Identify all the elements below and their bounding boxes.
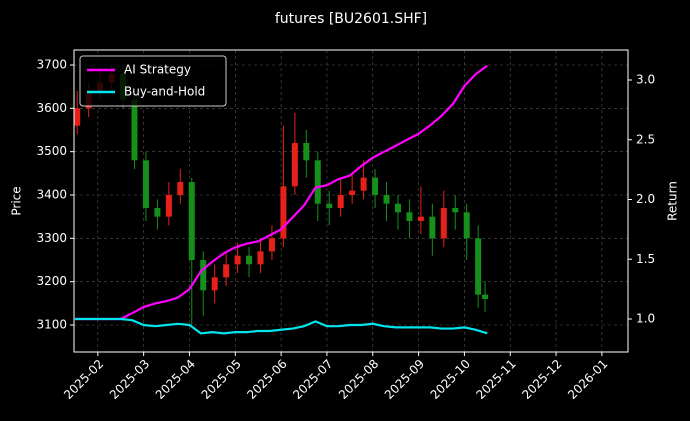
candle-body — [200, 260, 207, 291]
candle-body — [463, 212, 470, 239]
candle-body — [131, 99, 138, 161]
legend-box — [79, 55, 227, 107]
chart-title: futures [BU2601.SHF] — [275, 11, 427, 27]
legend: AI Strategy Buy-and-Hold — [79, 55, 227, 107]
candle-body — [268, 238, 275, 252]
y2-tick-label: 1.0 — [636, 312, 655, 326]
candle-body — [372, 177, 379, 195]
candle-body — [291, 142, 298, 187]
candle-body — [394, 203, 401, 213]
y-tick-label: 3400 — [36, 187, 67, 201]
plot-frame — [73, 49, 629, 353]
y2-tick-label: 2.0 — [636, 192, 655, 206]
candle-body — [349, 190, 356, 195]
line-series — [74, 317, 488, 335]
candle-body — [188, 181, 195, 261]
legend-label: AI Strategy — [124, 63, 191, 77]
candle-body — [429, 216, 436, 239]
candle-body — [482, 294, 489, 300]
candle-body — [383, 194, 390, 204]
candle-body — [165, 194, 172, 217]
y2-tick-label: 2.5 — [636, 132, 655, 146]
y-tick-label: 3200 — [36, 274, 67, 288]
candle-body — [360, 177, 367, 191]
candle-body — [257, 251, 264, 265]
candle-body — [440, 207, 447, 239]
y-tick-label: 3100 — [36, 318, 67, 332]
y-axis-label: Price — [10, 186, 24, 215]
candle-body — [74, 108, 81, 126]
candle-body — [142, 160, 149, 208]
candle-body — [303, 142, 310, 161]
candle-body — [326, 203, 333, 208]
y2-tick-label: 1.5 — [636, 252, 655, 266]
candle-body — [452, 207, 459, 213]
candle-body — [154, 207, 161, 217]
y2-axis-label: Return — [666, 181, 680, 221]
candle-body — [280, 186, 287, 239]
line-series — [74, 64, 488, 321]
candle-body — [314, 160, 321, 204]
legend-label: Buy-and-Hold — [124, 85, 205, 99]
candle-body — [417, 216, 424, 221]
y2-tick-label: 3.0 — [636, 72, 655, 86]
candle-body — [234, 255, 241, 265]
candle-body — [406, 212, 413, 221]
y-tick-label: 3700 — [36, 57, 67, 71]
candle-body — [177, 181, 184, 195]
y-tick-label: 3300 — [36, 231, 67, 245]
candle-body — [246, 255, 253, 265]
candle-body — [475, 238, 482, 295]
candle-body — [223, 264, 230, 278]
y-tick-label: 3600 — [36, 101, 67, 115]
candle-body — [211, 277, 218, 291]
y-tick-label: 3500 — [36, 144, 67, 158]
candle-body — [337, 194, 344, 208]
